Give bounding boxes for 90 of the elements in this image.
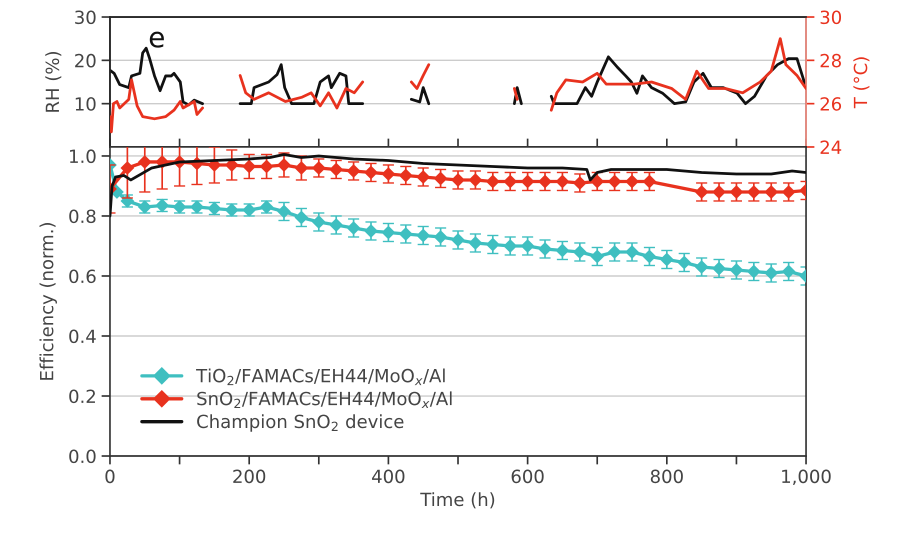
point <box>573 245 586 259</box>
point <box>556 244 570 258</box>
point <box>486 174 500 188</box>
point <box>260 160 274 174</box>
x-axis-title: Time (h) <box>420 492 494 508</box>
legend-label: Champion SnO$_{2}$ device <box>197 414 404 432</box>
legend-label: SnO$_{2}$/FAMACs/EH44/MoO$_{x}$/Al <box>197 391 452 408</box>
point <box>782 185 796 199</box>
point <box>625 245 639 259</box>
y-axis-title: Efficiency (norm.) <box>39 223 57 380</box>
y2-axis-title: T (°C) <box>853 57 870 108</box>
point <box>730 185 744 199</box>
y-tick-label: 20 <box>75 54 96 68</box>
point <box>521 239 534 253</box>
y2-tick-label: 24 <box>820 140 842 154</box>
annotation: e <box>150 32 164 48</box>
point <box>521 174 534 188</box>
y2-tick-label: 28 <box>820 54 841 68</box>
point <box>712 262 726 276</box>
point <box>364 166 378 180</box>
point <box>294 210 308 224</box>
point <box>120 161 134 175</box>
point <box>451 233 465 247</box>
x-tick-label: 400 <box>372 470 404 484</box>
point <box>277 158 291 172</box>
point <box>364 224 378 238</box>
point <box>678 256 691 270</box>
point <box>416 170 430 184</box>
point <box>242 160 256 174</box>
y-tick-label: 0.2 <box>69 389 95 404</box>
point <box>695 185 708 199</box>
point <box>573 176 586 190</box>
y-tick-label: 0.4 <box>69 329 96 344</box>
x-tick-label: 200 <box>233 470 266 484</box>
y-tick-label: 30 <box>75 10 96 24</box>
point <box>730 263 744 277</box>
point <box>712 185 726 199</box>
point <box>538 242 552 256</box>
point <box>608 174 622 188</box>
point <box>382 226 395 240</box>
y-axis-title: RH (%) <box>45 52 62 112</box>
point <box>486 238 500 252</box>
point <box>504 174 517 188</box>
point <box>451 173 465 187</box>
point <box>695 260 708 274</box>
point <box>764 185 778 199</box>
point <box>294 161 308 175</box>
point <box>642 174 656 188</box>
point <box>468 173 482 187</box>
point <box>330 162 343 176</box>
point <box>590 174 604 188</box>
x-tick-label: 0 <box>105 470 115 484</box>
x-tick-label: 800 <box>650 470 683 484</box>
y2-tick-label: 30 <box>820 10 842 24</box>
point <box>277 204 291 218</box>
point <box>538 174 552 188</box>
x-tick-label: 600 <box>512 470 544 484</box>
point <box>642 250 656 264</box>
point <box>399 227 412 241</box>
legend-label: TiO$_{2}$/FAMACs/EH44/MoO$_{x}$/Al <box>196 368 445 386</box>
point <box>399 168 412 182</box>
point <box>330 218 343 232</box>
point <box>138 155 152 169</box>
point <box>625 174 639 188</box>
y-tick-label: 0.6 <box>69 269 96 284</box>
point <box>608 245 622 259</box>
point <box>747 264 760 278</box>
y-tick-label: 0.0 <box>69 449 96 464</box>
point <box>416 228 430 242</box>
point <box>556 174 570 188</box>
point <box>434 230 448 244</box>
point <box>312 215 326 229</box>
x-tick-label: 1,000 <box>782 470 831 486</box>
point <box>468 236 482 250</box>
point <box>312 161 326 175</box>
point <box>782 264 796 278</box>
point <box>347 164 360 178</box>
point <box>747 185 760 199</box>
point <box>434 172 448 186</box>
y-tick-label: 1.0 <box>70 149 96 164</box>
y2-tick-label: 26 <box>820 97 842 111</box>
point <box>382 167 395 181</box>
point <box>660 252 674 266</box>
line-series <box>110 153 806 218</box>
point <box>764 266 778 280</box>
point <box>590 250 604 264</box>
y-tick-label: 0.8 <box>69 209 96 224</box>
point <box>504 239 517 253</box>
point <box>347 221 360 235</box>
y-tick-label: 10 <box>76 97 96 111</box>
